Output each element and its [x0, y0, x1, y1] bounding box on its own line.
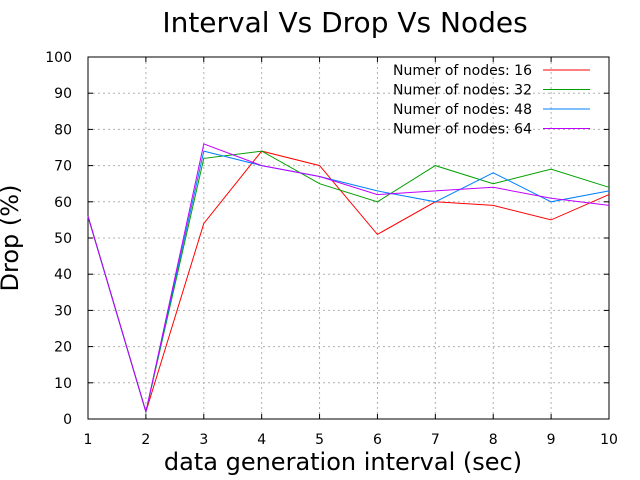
x-tick-label: 9 — [547, 432, 556, 448]
y-tick-label: 40 — [54, 267, 72, 283]
legend-label-2: Numer of nodes: 32 — [393, 83, 532, 99]
series-line-4 — [87, 143, 610, 412]
x-tick-label: 8 — [489, 432, 498, 448]
series-line-3 — [87, 150, 610, 414]
x-axis-label: data generation interval (sec) — [164, 448, 522, 476]
chart-title: Interval Vs Drop Vs Nodes — [162, 6, 527, 39]
legend-label-1: Numer of nodes: 16 — [393, 63, 532, 79]
y-tick-label: 80 — [54, 122, 72, 138]
grid-lines — [88, 57, 609, 419]
y-tick-label: 100 — [45, 50, 72, 66]
legend-label-3: Numer of nodes: 48 — [393, 102, 532, 118]
y-tick-label: 10 — [54, 376, 72, 392]
y-tick-label: 70 — [54, 159, 72, 175]
y-tick-label: 30 — [54, 303, 72, 319]
y-tick-label: 90 — [54, 86, 72, 102]
series-line-2 — [87, 150, 610, 414]
series-line-1 — [87, 150, 610, 414]
x-tick-label: 2 — [141, 432, 150, 448]
x-tick-label: 5 — [315, 432, 324, 448]
x-tick-label: 10 — [600, 432, 618, 448]
series-lines — [87, 143, 610, 414]
y-tick-label: 50 — [54, 231, 72, 247]
x-tick-label: 1 — [84, 432, 93, 448]
axis-ticks: 0 10 20 30 40 50 60 70 80 90 100 1 2 3 4 5 6 7 8 9 10 — [45, 50, 618, 448]
legend: Numer of nodes: 16 Numer of nodes: 32 Nume… — [393, 63, 590, 138]
legend-label-4: Numer of nodes: 64 — [393, 122, 532, 138]
y-tick-label: 20 — [54, 340, 72, 356]
y-tick-label: 0 — [63, 412, 72, 428]
x-tick-label: 7 — [431, 432, 440, 448]
x-tick-label: 4 — [257, 432, 266, 448]
x-tick-label: 6 — [373, 432, 382, 448]
x-tick-label: 3 — [199, 432, 208, 448]
y-tick-label: 60 — [54, 195, 72, 211]
y-axis-label: Drop (%) — [0, 185, 24, 292]
